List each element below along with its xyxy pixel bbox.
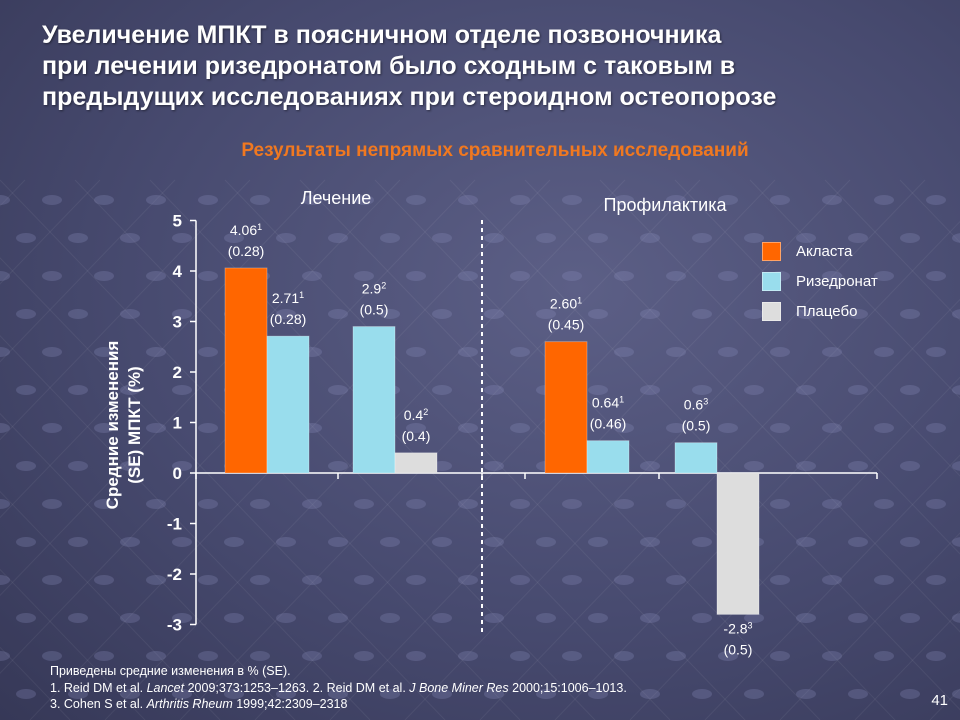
y-axis-label-line-2: (SE) МПКТ (%) [125,366,144,484]
bar-value-label: -2.83 [723,620,752,636]
footnote-ref2-post: 2000;15:1006–1013. [508,680,627,695]
bar-value-label: 2.601 [550,296,582,312]
y-tick-label: -2 [167,565,182,584]
bar-value-label: 2.711 [272,290,304,306]
bar-value-label: 0.63 [684,397,708,413]
y-tick-label: 0 [173,464,182,483]
bar-value-label: 0.42 [404,407,428,423]
footnotes: Приведены средние изменения в % (SE). 1.… [50,663,627,713]
bar-se-label: (0.28) [270,311,307,327]
legend-label-aclasta: Акласта [796,242,853,260]
bar-se-label: (0.5) [360,302,389,318]
page-title: Увеличение МПКТ в поясничном отделе позв… [42,20,942,113]
bar [394,452,438,474]
y-tick-label: 2 [173,363,182,382]
bar-value-label: 0.641 [592,395,624,411]
title-line-1: Увеличение МПКТ в поясничном отделе позв… [42,21,722,49]
bar-value-label: 2.92 [362,281,386,297]
bar-se-label: (0.46) [590,416,627,432]
chart-subtitle: Результаты непрямых сравнительных исслед… [241,140,749,161]
legend-swatch-risedronate [762,271,781,291]
footnote-ref2-journal: J Bone Miner Res [409,680,509,695]
legend-label-risedronate: Ризедронат [796,272,878,290]
title-line-3: предыдущих исследованиях при стероидном … [42,83,777,111]
legend-item-risedronate: Ризедронат [762,266,878,296]
bar-se-label: (0.4) [402,428,431,444]
footnote-ref1-post: 2009;373:1253–1263. 2. Reid DM et al. [184,680,410,695]
bar [352,326,396,474]
legend-swatch-aclasta [762,241,781,261]
footnote-ref1-pre: 1. Reid DM et al. [50,680,147,695]
y-tick-label: 3 [173,313,182,332]
footnote-ref1-journal: Lancet [146,680,185,695]
y-tick-label: -1 [167,515,182,534]
y-tick-label: 4 [173,262,183,281]
y-axis-label: Средние изменения (SE) МПКТ (%) [102,341,146,510]
y-tick-label: -3 [167,616,182,635]
bar [266,335,310,474]
chart-legend: Акласта Ризедронат Плацебо [762,236,878,326]
bar-se-label: (0.5) [682,418,711,434]
footnote-ref3-pre: 3. Cohen S et al. [50,697,147,711]
bar-se-label: (0.28) [228,243,265,259]
bar [544,341,588,474]
group-label: Профилактика [604,195,728,215]
y-tick-label: 5 [173,212,182,231]
bar-se-label: (0.45) [548,317,585,333]
legend-label-placebo: Плацебо [796,302,858,320]
bar-se-label: (0.5) [724,641,753,657]
legend-item-placebo: Плацебо [762,296,878,326]
y-tick-label: 1 [173,414,182,433]
legend-swatch-placebo [762,301,781,321]
bar [716,472,760,615]
footnote-line-1: Приведены средние изменения в % (SE). [50,664,291,678]
y-axis-label-line-1: Средние изменения [103,340,122,510]
page-number: 41 [931,692,948,709]
footnote-ref3-post: 1999;42:2309–2318 [232,697,348,711]
group-label: Лечение [301,188,372,208]
bar-value-label: 4.061 [230,222,262,238]
legend-item-aclasta: Акласта [762,236,878,266]
title-line-2: при лечении ризедронатом было сходным с … [42,52,736,80]
footnote-ref3-journal: Arthritis Rheum [146,697,233,711]
footnote-line-2: 1. Reid DM et al. Lancet 2009;373:1253–1… [50,680,627,697]
bar [586,440,630,474]
footnote-line-3: 3. Cohen S et al. Arthritis Rheum 1999;4… [50,696,627,713]
bar [674,442,718,474]
bar [224,267,268,474]
